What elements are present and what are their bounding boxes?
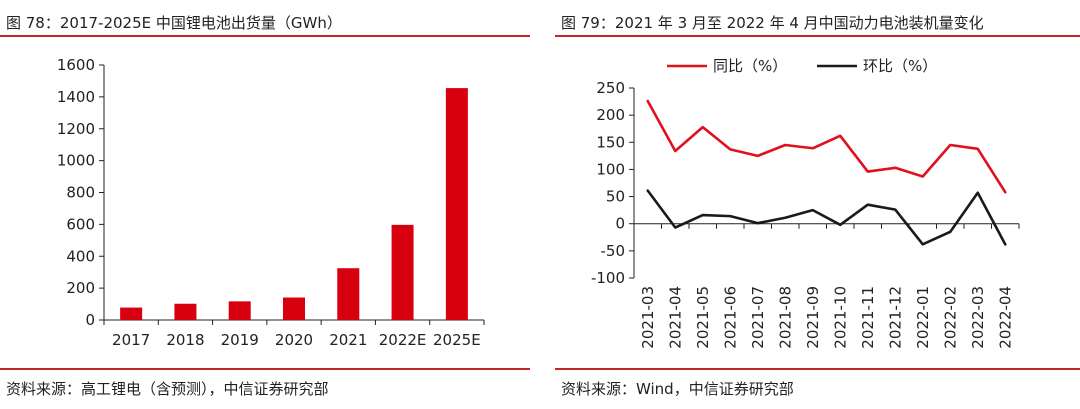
x-tick-label: 2019 <box>221 331 259 349</box>
x-tick-label: 2021-05 <box>694 286 712 349</box>
bar <box>228 301 251 320</box>
y-tick-label: 0 <box>85 311 95 329</box>
left-figure: 图 78：2017-2025E 中国锂电池出货量（GWh） 0 200 400 600… <box>0 0 530 409</box>
y-tick-label: 1200 <box>57 120 95 138</box>
bar <box>337 268 360 320</box>
x-tick-label: 2021-12 <box>886 286 904 349</box>
x-tick-label: 2018 <box>166 331 204 349</box>
left-figure-source: 资料来源：高工锂电（含预测），中信证券研究部 <box>6 380 329 398</box>
x-tick-label: 2021 <box>329 331 367 349</box>
y-tick-label: 0 <box>615 215 625 233</box>
x-tick-label: 2021-03 <box>639 286 657 349</box>
right-figure: 图 79：2021 年 3 月至 2022 年 4 月中国动力电池装机量变化 -… <box>555 0 1080 409</box>
legend-yoy-label: 同比（%） <box>713 57 787 75</box>
right-title-rule <box>555 35 1080 37</box>
series-line-yoy <box>646 99 1007 194</box>
series-line-mom <box>646 189 1007 246</box>
x-tick-label: 2022-04 <box>996 286 1014 349</box>
x-tick-label: 2022-01 <box>914 286 932 349</box>
y-tick-label: -50 <box>601 242 626 260</box>
y-tick-label: 250 <box>596 79 625 97</box>
y-tick-label: 1400 <box>57 88 95 106</box>
bar <box>120 307 143 320</box>
x-tick-label: 2022-02 <box>941 286 959 349</box>
right-source-rule <box>555 368 1080 370</box>
y-tick-label: 150 <box>596 133 625 151</box>
x-tick-label: 2021-08 <box>776 286 794 349</box>
x-tick-label: 2021-07 <box>749 286 767 349</box>
y-tick-label: 200 <box>596 106 625 124</box>
x-tick-label: 2021-06 <box>721 286 739 349</box>
x-tick-label: 2021-04 <box>666 286 684 349</box>
x-tick-label: 2017 <box>112 331 150 349</box>
x-tick-label: 2025E <box>433 331 481 349</box>
legend-mom-label: 环比（%） <box>863 57 937 75</box>
bar <box>283 297 305 320</box>
x-tick-label: 2020 <box>275 331 313 349</box>
x-tick-label: 2022E <box>379 331 427 349</box>
y-tick-label: 1000 <box>57 152 95 170</box>
left-source-rule <box>0 368 530 370</box>
x-tick-label: 2021-10 <box>831 286 849 349</box>
right-figure-title: 图 79：2021 年 3 月至 2022 年 4 月中国动力电池装机量变化 <box>561 14 984 32</box>
x-tick-label: 2021-09 <box>804 286 822 349</box>
y-tick-label: 1600 <box>57 56 95 74</box>
y-tick-label: -100 <box>591 269 625 287</box>
y-tick-label: 400 <box>66 247 95 265</box>
left-title-rule <box>0 35 530 37</box>
line-chart: -100 -50 0 50 100 150 200 250 2021-03 2021-04 2021… <box>591 57 1020 349</box>
bar-chart: 0 200 400 600 800 1000 1200 1400 1600 2017 2018 201… <box>57 56 485 349</box>
left-figure-title: 图 78：2017-2025E 中国锂电池出货量（GWh） <box>6 14 342 32</box>
y-tick-label: 800 <box>66 184 95 202</box>
bar <box>445 88 468 320</box>
y-tick-label: 200 <box>66 279 95 297</box>
y-tick-label: 100 <box>596 160 625 178</box>
right-figure-source: 资料来源：Wind，中信证券研究部 <box>561 380 794 398</box>
y-tick-label: 600 <box>66 215 95 233</box>
bar <box>391 224 414 320</box>
x-tick-label: 2021-11 <box>859 286 877 349</box>
bar <box>174 303 197 320</box>
x-tick-label: 2022-03 <box>969 286 987 349</box>
y-tick-label: 50 <box>606 188 625 206</box>
